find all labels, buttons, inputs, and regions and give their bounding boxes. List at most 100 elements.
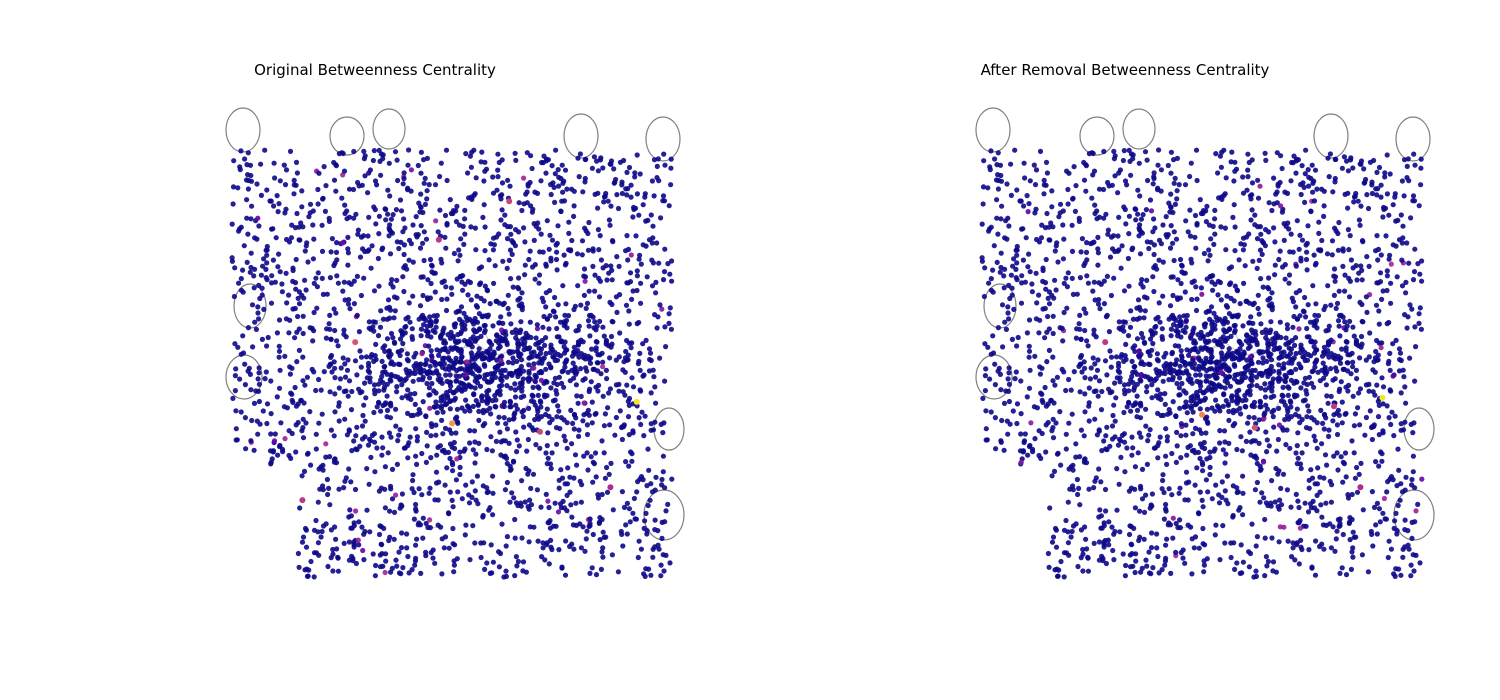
- node: [600, 393, 606, 399]
- node: [1395, 217, 1401, 223]
- node: [1263, 554, 1269, 560]
- node: [370, 157, 376, 164]
- node: [1046, 301, 1053, 307]
- node: [440, 431, 446, 437]
- node: [1102, 486, 1109, 493]
- node: [527, 319, 533, 325]
- node: [569, 353, 576, 359]
- node: [608, 460, 614, 466]
- node: [546, 326, 552, 332]
- node: [458, 330, 464, 337]
- node: [653, 290, 659, 296]
- node: [576, 433, 582, 439]
- node: [590, 366, 596, 372]
- node: [637, 171, 643, 177]
- node: [1082, 391, 1088, 397]
- node: [1111, 275, 1117, 281]
- node: [1394, 274, 1400, 280]
- node: [1155, 410, 1161, 416]
- node: [1150, 274, 1156, 280]
- node: [642, 194, 648, 200]
- node: [1369, 489, 1375, 495]
- node: [1132, 464, 1138, 470]
- node: [315, 186, 321, 193]
- node: [478, 159, 484, 165]
- node: [1378, 252, 1384, 258]
- node: [1155, 162, 1161, 168]
- node: [1079, 236, 1085, 242]
- node: [1226, 350, 1232, 356]
- node: [1194, 220, 1200, 227]
- node: [1339, 165, 1345, 171]
- node: [459, 386, 465, 392]
- node: [1400, 223, 1406, 229]
- node: [542, 557, 548, 563]
- node: [519, 478, 525, 484]
- node: [402, 263, 408, 269]
- node: [1134, 371, 1140, 377]
- node: [1069, 248, 1076, 254]
- node: [1377, 270, 1384, 276]
- node: [328, 336, 334, 342]
- node: [418, 149, 424, 155]
- node: [1281, 361, 1287, 367]
- node: [528, 485, 534, 491]
- node: [1166, 200, 1172, 206]
- node: [1189, 296, 1195, 303]
- node: [1045, 313, 1051, 320]
- node: [1052, 277, 1058, 283]
- node: [255, 310, 261, 316]
- node: [1109, 423, 1116, 429]
- node: [554, 414, 560, 420]
- node: [1220, 447, 1226, 453]
- node: [337, 376, 343, 382]
- node: [261, 256, 267, 262]
- node: [1032, 436, 1038, 442]
- node: [1369, 190, 1375, 197]
- node: [398, 571, 404, 577]
- node: [1093, 334, 1099, 340]
- node: [1070, 196, 1076, 202]
- node: [1073, 335, 1079, 341]
- node: [381, 525, 387, 532]
- node: [665, 501, 671, 507]
- node: [619, 489, 626, 495]
- node: [1255, 305, 1261, 312]
- node: [1213, 522, 1219, 528]
- node: [578, 351, 585, 357]
- node: [421, 229, 427, 235]
- node: [1177, 517, 1183, 523]
- node: [1397, 350, 1404, 356]
- node: [1284, 322, 1290, 328]
- node: [1091, 168, 1098, 174]
- node: [1237, 379, 1243, 385]
- node: [491, 280, 497, 286]
- node: [1158, 396, 1164, 402]
- node: [547, 288, 553, 294]
- node: [1339, 346, 1345, 352]
- node: [1215, 341, 1221, 347]
- node: [1027, 367, 1033, 373]
- node: [1278, 153, 1284, 159]
- node: [537, 350, 544, 356]
- node: [629, 375, 635, 381]
- node: [1038, 235, 1045, 241]
- node: [480, 514, 486, 520]
- node: [1175, 329, 1181, 335]
- node: [1412, 324, 1418, 330]
- node: [1183, 317, 1189, 324]
- node: [661, 151, 667, 157]
- node: [630, 430, 636, 436]
- node: [442, 425, 449, 431]
- node: [385, 450, 391, 456]
- node: [420, 292, 426, 299]
- node: [1255, 177, 1261, 183]
- node: [506, 417, 512, 423]
- node: [1043, 256, 1049, 263]
- node: [1159, 326, 1165, 332]
- node: [419, 351, 425, 357]
- node: [1096, 214, 1103, 220]
- node: [1121, 382, 1128, 388]
- node: [362, 380, 368, 386]
- node: [255, 388, 262, 394]
